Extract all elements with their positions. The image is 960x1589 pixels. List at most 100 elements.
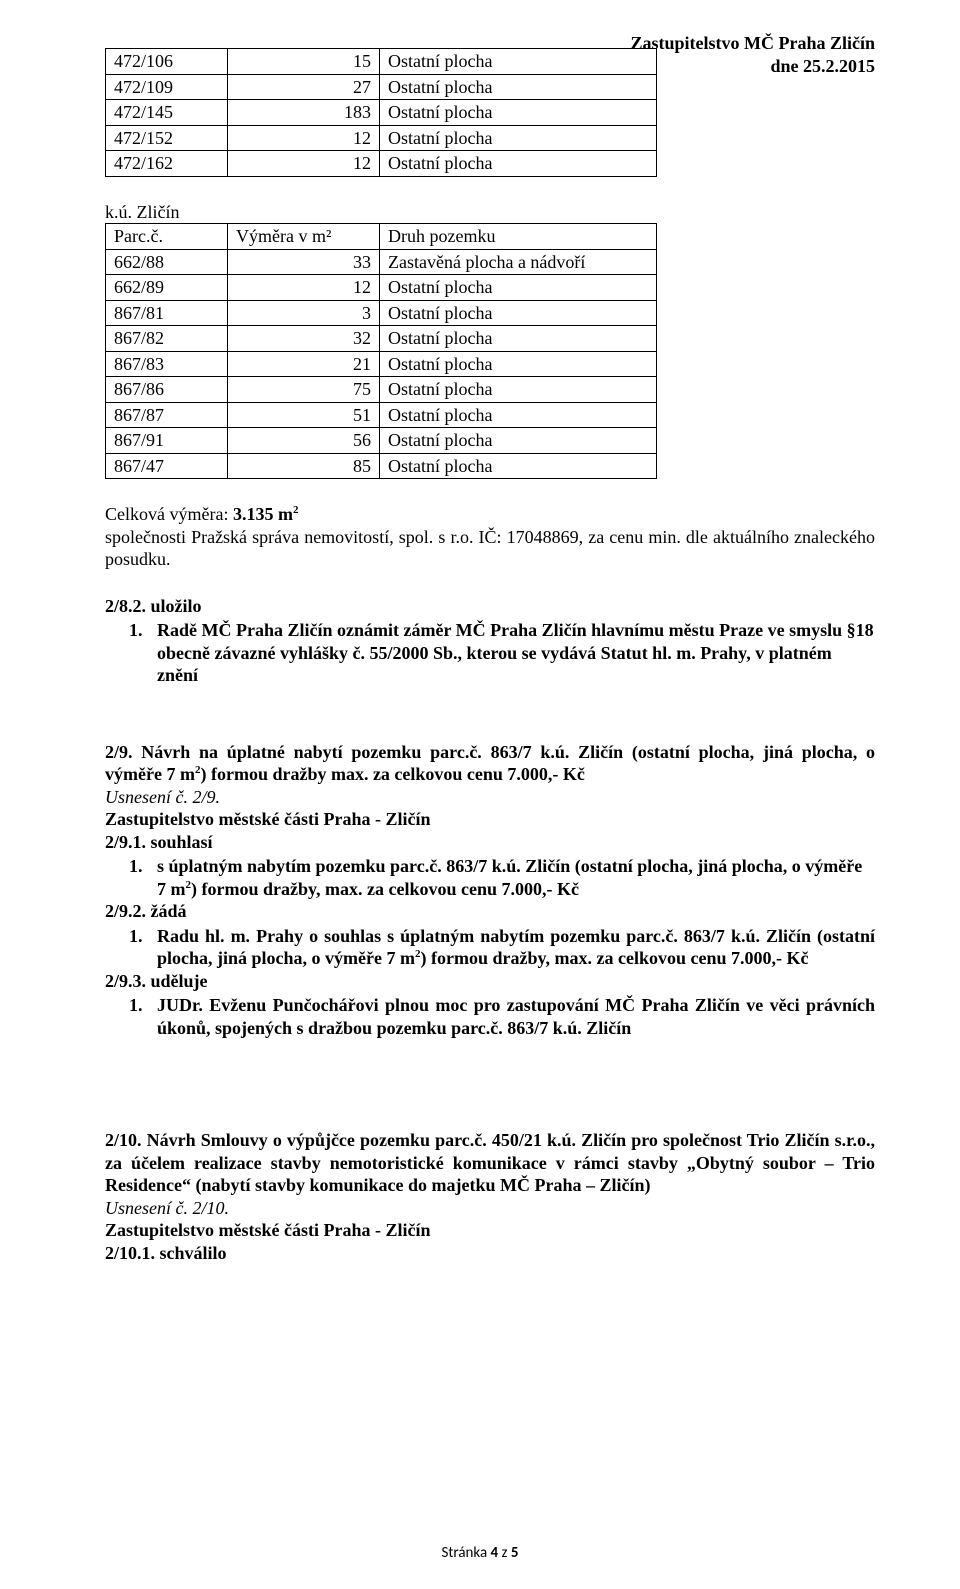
table-row: 867/4785Ostatní plocha bbox=[106, 453, 657, 479]
table-header-cell: Výměra v m² bbox=[228, 224, 380, 250]
table-cell: 472/109 bbox=[106, 74, 228, 100]
table-cell: Ostatní plocha bbox=[380, 377, 657, 403]
table-row: 867/8232Ostatní plocha bbox=[106, 326, 657, 352]
table-row: 867/8321Ostatní plocha bbox=[106, 351, 657, 377]
sec-2-9-3-list: 1. JUDr. Evženu Punčochářovi plnou moc p… bbox=[105, 994, 875, 1039]
table-cell: 867/91 bbox=[106, 428, 228, 454]
table-cell: Ostatní plocha bbox=[380, 100, 657, 126]
sec-2-9-zastupitelstvo: Zastupitelstvo městské části Praha - Zli… bbox=[105, 808, 875, 831]
sec-2-10-usneseni: Usnesení č. 2/10. bbox=[105, 1197, 875, 1220]
sec-2-10-1-head: 2/10.1. schválilo bbox=[105, 1242, 875, 1265]
table-cell: 472/162 bbox=[106, 151, 228, 177]
table-cell: 867/87 bbox=[106, 402, 228, 428]
table-cell: 32 bbox=[228, 326, 380, 352]
footer-mid: z bbox=[498, 1544, 511, 1562]
table-row: 472/10615Ostatní plocha bbox=[106, 49, 657, 75]
sec-2-9-3-item: JUDr. Evženu Punčochářovi plnou moc pro … bbox=[157, 994, 875, 1039]
list-number: 1. bbox=[129, 855, 157, 900]
celkova-vymera: Celková výměra: 3.135 m2 bbox=[105, 503, 875, 526]
table-row: 472/15212Ostatní plocha bbox=[106, 125, 657, 151]
table2-intro: k.ú. Zličín bbox=[105, 201, 875, 224]
table-header-cell: Druh pozemku bbox=[380, 224, 657, 250]
sec-2-10-title: 2/10. Návrh Smlouvy o výpůjčce pozemku p… bbox=[105, 1129, 875, 1197]
table-cell: Ostatní plocha bbox=[380, 125, 657, 151]
sec-2-9-1-item: s úplatným nabytím pozemku parc.č. 863/7… bbox=[157, 855, 875, 900]
table-cell: 472/145 bbox=[106, 100, 228, 126]
table-row: 867/8751Ostatní plocha bbox=[106, 402, 657, 428]
sec-2-9-title: 2/9. Návrh na úplatné nabytí pozemku par… bbox=[105, 741, 875, 786]
header-right: Zastupitelstvo MČ Praha Zličín dne 25.2.… bbox=[630, 32, 875, 77]
table-cell: 867/86 bbox=[106, 377, 228, 403]
table-cell: Ostatní plocha bbox=[380, 300, 657, 326]
table-cell: Ostatní plocha bbox=[380, 453, 657, 479]
table-cell: Ostatní plocha bbox=[380, 428, 657, 454]
table-header-cell: Parc.č. bbox=[106, 224, 228, 250]
parcel-table-2: Parc.č.Výměra v m²Druh pozemku662/8833Za… bbox=[105, 223, 657, 479]
table-row: 867/813Ostatní plocha bbox=[106, 300, 657, 326]
sec-2-9-usneseni: Usnesení č. 2/9. bbox=[105, 786, 875, 809]
sec-2-9-3-head: 2/9.3. uděluje bbox=[105, 970, 875, 993]
sec-2-9-2-list: 1. Radu hl. m. Prahy o souhlas s úplatný… bbox=[105, 925, 875, 970]
table-cell: 27 bbox=[228, 74, 380, 100]
header-line-1: Zastupitelstvo MČ Praha Zličín bbox=[630, 32, 875, 55]
table-cell: 12 bbox=[228, 275, 380, 301]
table-row: 472/145183Ostatní plocha bbox=[106, 100, 657, 126]
table-cell: 15 bbox=[228, 49, 380, 75]
table-header-row: Parc.č.Výměra v m²Druh pozemku bbox=[106, 224, 657, 250]
sec-2-9-2-item: Radu hl. m. Prahy o souhlas s úplatným n… bbox=[157, 925, 875, 970]
table-cell: Ostatní plocha bbox=[380, 402, 657, 428]
sec-2-9-1-head: 2/9.1. souhlasí bbox=[105, 831, 875, 854]
parcel-table-1: 472/10615Ostatní plocha472/10927Ostatní … bbox=[105, 48, 657, 177]
page-footer: Stránka 4 z 5 bbox=[0, 1544, 960, 1563]
table-cell: Ostatní plocha bbox=[380, 49, 657, 75]
table-row: 867/9156Ostatní plocha bbox=[106, 428, 657, 454]
table-cell: 867/81 bbox=[106, 300, 228, 326]
table-cell: 867/83 bbox=[106, 351, 228, 377]
table-row: 662/8833Zastavěná plocha a nádvoří bbox=[106, 249, 657, 275]
table-cell: 33 bbox=[228, 249, 380, 275]
table-cell: 12 bbox=[228, 125, 380, 151]
table-row: 662/8912Ostatní plocha bbox=[106, 275, 657, 301]
table-row: 472/16212Ostatní plocha bbox=[106, 151, 657, 177]
table-cell: 662/89 bbox=[106, 275, 228, 301]
table-cell: 85 bbox=[228, 453, 380, 479]
table-cell: 867/82 bbox=[106, 326, 228, 352]
sec-2-8-2-head: 2/8.2. uložilo bbox=[105, 595, 875, 618]
table-cell: Ostatní plocha bbox=[380, 151, 657, 177]
table-cell: Ostatní plocha bbox=[380, 326, 657, 352]
table-cell: 867/47 bbox=[106, 453, 228, 479]
footer-page: 4 bbox=[491, 1544, 499, 1562]
table-cell: 662/88 bbox=[106, 249, 228, 275]
list-number: 1. bbox=[129, 925, 157, 970]
table-cell: 183 bbox=[228, 100, 380, 126]
sec-2-8-2-item: Radě MČ Praha Zličín oznámit záměr MČ Pr… bbox=[157, 619, 875, 687]
table-cell: Ostatní plocha bbox=[380, 74, 657, 100]
table-cell: 12 bbox=[228, 151, 380, 177]
table-cell: 75 bbox=[228, 377, 380, 403]
table-cell: Ostatní plocha bbox=[380, 275, 657, 301]
sec-2-9-2-head: 2/9.2. žádá bbox=[105, 900, 875, 923]
list-number: 1. bbox=[129, 994, 157, 1039]
header-line-2: dne 25.2.2015 bbox=[630, 55, 875, 78]
table-row: 867/8675Ostatní plocha bbox=[106, 377, 657, 403]
sec-2-8-2-list: 1. Radě MČ Praha Zličín oznámit záměr MČ… bbox=[105, 619, 875, 687]
table-cell: 472/106 bbox=[106, 49, 228, 75]
table-row: 472/10927Ostatní plocha bbox=[106, 74, 657, 100]
celkova-label-pre: Celková výměra: bbox=[105, 504, 233, 524]
celkova-text: společnosti Pražská správa nemovitostí, … bbox=[105, 526, 875, 571]
table-cell: 472/152 bbox=[106, 125, 228, 151]
footer-pre: Stránka bbox=[442, 1544, 491, 1562]
sec-2-9-title-post: ) formou dražby max. za celkovou cenu 7.… bbox=[200, 764, 584, 784]
table-cell: 51 bbox=[228, 402, 380, 428]
list-number: 1. bbox=[129, 619, 157, 687]
sec-2-9-2-item-post: ) formou dražby, max. za celkovou cenu 7… bbox=[421, 948, 809, 968]
table-cell: 21 bbox=[228, 351, 380, 377]
celkova-bold: 3.135 m bbox=[233, 504, 293, 524]
table-cell: 56 bbox=[228, 428, 380, 454]
table-cell: Zastavěná plocha a nádvoří bbox=[380, 249, 657, 275]
table-cell: Ostatní plocha bbox=[380, 351, 657, 377]
table-cell: 3 bbox=[228, 300, 380, 326]
footer-total: 5 bbox=[511, 1544, 519, 1562]
sec-2-9-1-list: 1. s úplatným nabytím pozemku parc.č. 86… bbox=[105, 855, 875, 900]
sec-2-9-1-item-post: ) formou dražby, max. za celkovou cenu 7… bbox=[191, 879, 579, 899]
